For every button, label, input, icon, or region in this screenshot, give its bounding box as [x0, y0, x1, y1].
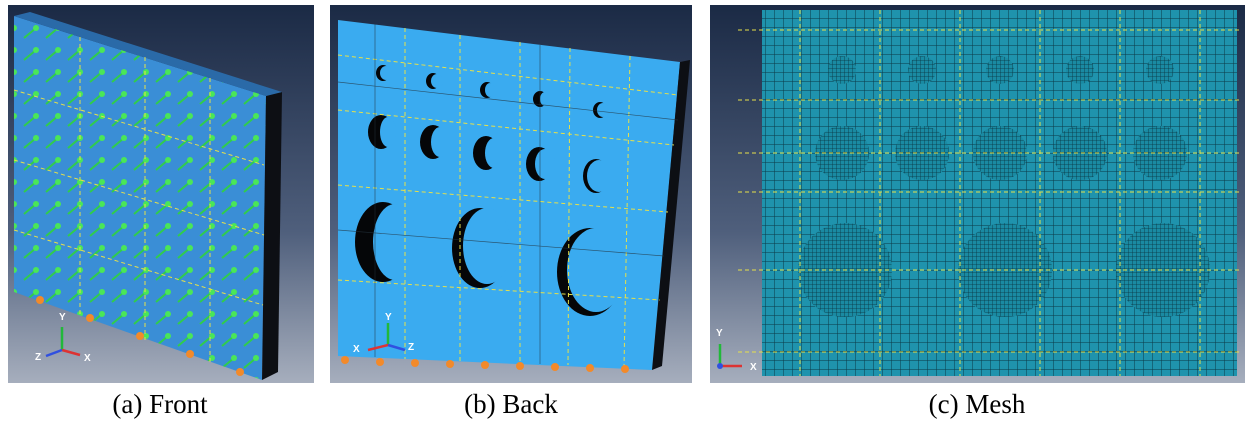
- panel-front: Y Z X: [8, 5, 314, 383]
- axis-label: X: [84, 353, 91, 364]
- axis-label: Y: [385, 312, 392, 323]
- panel-mesh: Y X: [710, 5, 1245, 383]
- axis-label: Z: [35, 352, 41, 363]
- page: {"panels": [ {"caption": "(a) Front", "a…: [0, 0, 1252, 423]
- caption: (b) Back: [464, 389, 558, 419]
- axis-label: Z: [408, 342, 414, 353]
- axis-label: X: [353, 344, 360, 355]
- axis-label: X: [750, 362, 757, 373]
- axis-label: Y: [59, 312, 66, 323]
- caption: (a) Front: [112, 389, 208, 419]
- caption: (c) Mesh: [929, 389, 1026, 419]
- figure: Y Z X Y X Z: [0, 0, 1252, 423]
- axis-label: Y: [716, 328, 723, 339]
- panel-back: Y X Z: [330, 5, 692, 383]
